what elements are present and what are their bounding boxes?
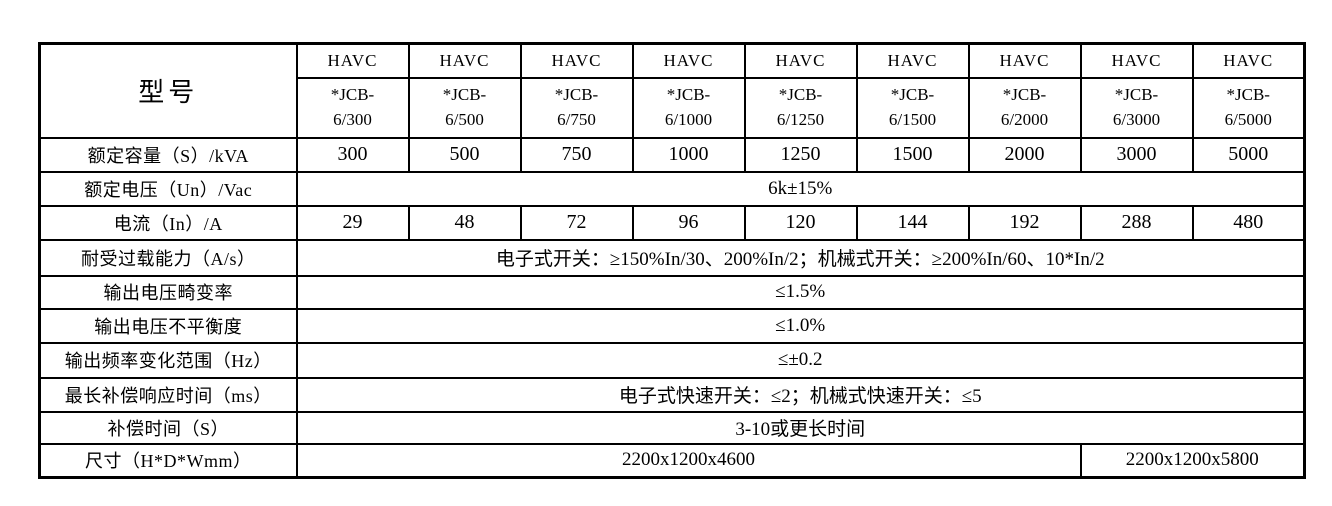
row-label-unbalance: 输出电压不平衡度 bbox=[38, 307, 298, 344]
row-label-rated-capacity: 额定容量（S）/kVA bbox=[38, 136, 298, 173]
row-rated-voltage: 额定电压（Un）/Vac 6k±15% bbox=[38, 170, 1306, 207]
capacity-value-1: 300 bbox=[295, 136, 410, 173]
current-value-2: 48 bbox=[407, 204, 522, 241]
row-label-dimensions: 尺寸（H*D*Wmm） bbox=[38, 442, 298, 479]
row-label-rated-voltage: 额定电压（Un）/Vac bbox=[38, 170, 298, 207]
current-value-6: 144 bbox=[855, 204, 970, 241]
response-value: 电子式快速开关：≤2；机械式快速开关：≤5 bbox=[295, 376, 1306, 413]
capacity-value-8: 3000 bbox=[1079, 136, 1194, 173]
row-label-distortion: 输出电压畸变率 bbox=[38, 274, 298, 310]
capacity-value-2: 500 bbox=[407, 136, 522, 173]
current-value-5: 120 bbox=[743, 204, 858, 241]
column-brand-5: HAVC bbox=[743, 42, 858, 79]
current-value-8: 288 bbox=[1079, 204, 1194, 241]
page: 型号 HAVC HAVC HAVC HAVC HAVC HAVC HAVC HA… bbox=[38, 42, 1306, 479]
current-value-4: 96 bbox=[631, 204, 746, 241]
capacity-value-5: 1250 bbox=[743, 136, 858, 173]
row-label-response: 最长补偿响应时间（ms） bbox=[38, 376, 298, 413]
row-compensation-time: 补偿时间（S） 3-10或更长时间 bbox=[38, 410, 1306, 445]
column-code-1: *JCB- 6/300 bbox=[295, 76, 410, 139]
column-brand-3: HAVC bbox=[519, 42, 634, 79]
frequency-value: ≤±0.2 bbox=[295, 341, 1306, 379]
capacity-value-6: 1500 bbox=[855, 136, 970, 173]
column-code-9: *JCB- 6/5000 bbox=[1191, 76, 1306, 139]
unbalance-value: ≤1.0% bbox=[295, 307, 1306, 344]
model-header-cell: 型号 bbox=[38, 42, 298, 139]
column-brand-9: HAVC bbox=[1191, 42, 1306, 79]
row-voltage-unbalance: 输出电压不平衡度 ≤1.0% bbox=[38, 307, 1306, 344]
column-brand-8: HAVC bbox=[1079, 42, 1194, 79]
row-label-current: 电流（In）/A bbox=[38, 204, 298, 241]
column-brand-6: HAVC bbox=[855, 42, 970, 79]
dimensions-main-value: 2200x1200x4600 bbox=[295, 442, 1082, 479]
column-code-4: *JCB- 6/1000 bbox=[631, 76, 746, 139]
current-value-1: 29 bbox=[295, 204, 410, 241]
row-label-frequency: 输出频率变化范围（Hz） bbox=[38, 341, 298, 379]
column-code-2: *JCB- 6/500 bbox=[407, 76, 522, 139]
capacity-value-9: 5000 bbox=[1191, 136, 1306, 173]
row-current: 电流（In）/A 29 48 72 96 120 144 192 288 480 bbox=[38, 204, 1306, 241]
row-frequency-range: 输出频率变化范围（Hz） ≤±0.2 bbox=[38, 341, 1306, 379]
row-overload-capability: 耐受过载能力（A/s） 电子式开关：≥150%In/30、200%In/2；机械… bbox=[38, 238, 1306, 277]
capacity-value-3: 750 bbox=[519, 136, 634, 173]
row-label-overload: 耐受过载能力（A/s） bbox=[38, 238, 298, 277]
row-dimensions: 尺寸（H*D*Wmm） 2200x1200x4600 2200x1200x580… bbox=[38, 442, 1306, 479]
header-row-code: *JCB- 6/300 *JCB- 6/500 *JCB- 6/750 *JCB… bbox=[40, 76, 1306, 139]
column-code-7: *JCB- 6/2000 bbox=[967, 76, 1082, 139]
capacity-value-7: 2000 bbox=[967, 136, 1082, 173]
column-code-6: *JCB- 6/1500 bbox=[855, 76, 970, 139]
column-brand-7: HAVC bbox=[967, 42, 1082, 79]
column-code-5: *JCB- 6/1250 bbox=[743, 76, 858, 139]
current-value-7: 192 bbox=[967, 204, 1082, 241]
column-code-8: *JCB- 6/3000 bbox=[1079, 76, 1194, 139]
column-brand-1: HAVC bbox=[295, 42, 410, 79]
capacity-value-4: 1000 bbox=[631, 136, 746, 173]
compensation-value: 3-10或更长时间 bbox=[295, 410, 1306, 445]
row-voltage-distortion: 输出电压畸变率 ≤1.5% bbox=[38, 274, 1306, 310]
voltage-value: 6k±15% bbox=[295, 170, 1306, 207]
row-label-compensation: 补偿时间（S） bbox=[38, 410, 298, 445]
row-rated-capacity: 额定容量（S）/kVA 300 500 750 1000 1250 1500 2… bbox=[38, 136, 1306, 173]
column-code-3: *JCB- 6/750 bbox=[519, 76, 634, 139]
header-row-brand: 型号 HAVC HAVC HAVC HAVC HAVC HAVC HAVC HA… bbox=[38, 42, 1306, 139]
current-value-9: 480 bbox=[1191, 204, 1306, 241]
distortion-value: ≤1.5% bbox=[295, 274, 1306, 310]
row-response-time: 最长补偿响应时间（ms） 电子式快速开关：≤2；机械式快速开关：≤5 bbox=[38, 376, 1306, 413]
current-value-3: 72 bbox=[519, 204, 634, 241]
column-brand-2: HAVC bbox=[407, 42, 522, 79]
column-brand-4: HAVC bbox=[631, 42, 746, 79]
dimensions-large-value: 2200x1200x5800 bbox=[1079, 442, 1306, 479]
spec-table: 型号 HAVC HAVC HAVC HAVC HAVC HAVC HAVC HA… bbox=[38, 42, 1306, 479]
overload-value: 电子式开关：≥150%In/30、200%In/2；机械式开关：≥200%In/… bbox=[295, 238, 1306, 277]
